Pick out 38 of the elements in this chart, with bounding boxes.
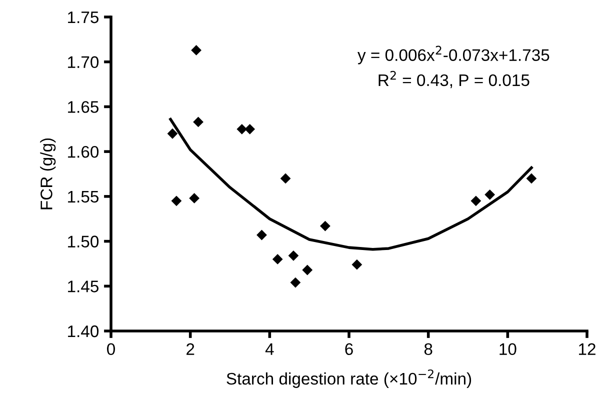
x-tick-label: 12 (579, 343, 596, 355)
point (191, 45, 202, 56)
point (470, 196, 482, 206)
point (171, 196, 182, 206)
point (189, 193, 200, 204)
x-tick-label: 4 (265, 343, 274, 355)
annotation: R$^{2}$ = 0.43, P = 0.015 (378, 70, 530, 88)
point (302, 264, 313, 276)
line-series (169, 118, 533, 251)
point (256, 230, 267, 240)
y-tick-label: 1.75 (68, 12, 98, 24)
point (236, 124, 248, 134)
point (484, 189, 496, 200)
point (290, 277, 301, 288)
y-tick-label: 1.70 (68, 56, 99, 68)
x-tick-label: 2 (186, 343, 194, 355)
y-tick-label: 1.60 (68, 146, 99, 158)
x-tick-label: 6 (345, 343, 353, 356)
annotation: y = 0.006x$^{2}$-0.073x+1.735 (358, 46, 550, 64)
point (193, 116, 204, 128)
x-tick-label: 0 (107, 343, 115, 356)
x-tick-label: 10 (500, 343, 516, 356)
y-tick-label: 1.65 (68, 101, 98, 113)
y-tick-label: 1.45 (68, 280, 98, 292)
y-tick-label: 1.55 (68, 191, 98, 203)
y-tick-label: 1.50 (68, 236, 99, 248)
x-axis-title: Starch digestion rate (×10$^{−2}$/min) (226, 369, 472, 388)
y-axis-title: FCR (g/g) (40, 138, 56, 210)
y-tick-label: 1.40 (68, 325, 99, 338)
point (288, 250, 299, 261)
point (320, 220, 330, 232)
point (280, 173, 291, 184)
point (272, 254, 283, 264)
point (352, 259, 362, 270)
point (526, 173, 537, 184)
point (244, 124, 256, 134)
point (167, 128, 178, 139)
x-tick-label: 8 (424, 343, 432, 356)
